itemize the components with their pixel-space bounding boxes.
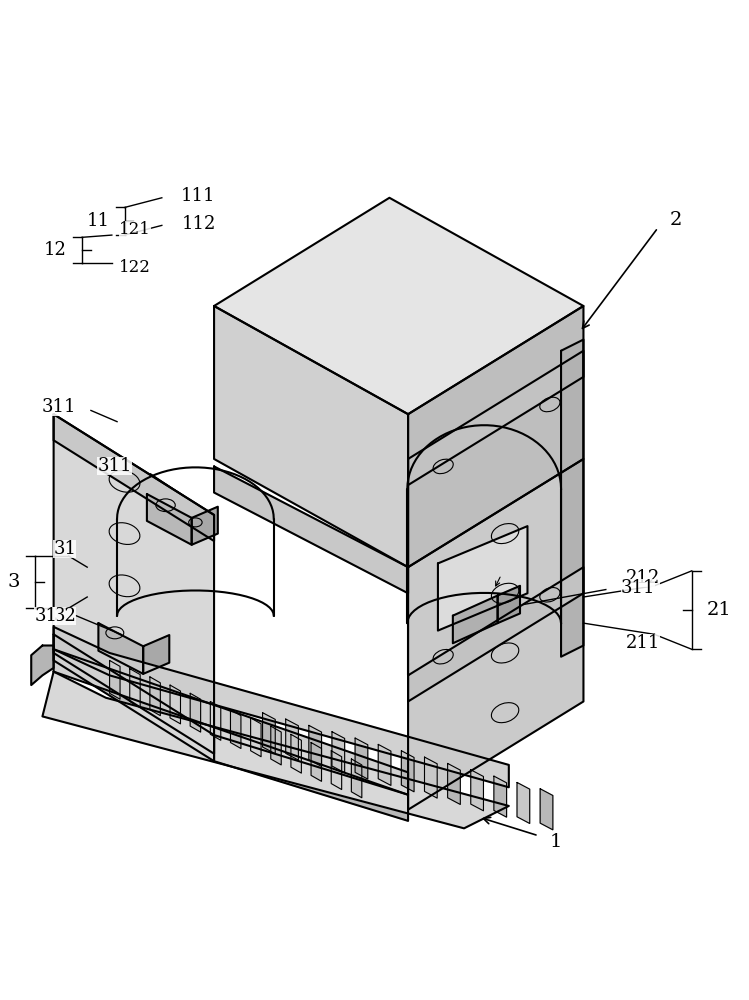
Text: 311: 311 <box>41 398 76 416</box>
Polygon shape <box>453 596 497 643</box>
Text: 2: 2 <box>670 211 682 229</box>
Polygon shape <box>408 351 583 485</box>
Polygon shape <box>408 306 583 567</box>
Polygon shape <box>497 586 520 623</box>
Polygon shape <box>355 738 368 779</box>
Text: 31: 31 <box>34 607 58 625</box>
Text: 11: 11 <box>87 212 109 230</box>
Polygon shape <box>54 627 509 787</box>
Polygon shape <box>251 718 261 757</box>
Polygon shape <box>311 743 321 781</box>
Polygon shape <box>109 660 120 699</box>
Polygon shape <box>143 635 169 674</box>
Polygon shape <box>332 732 345 773</box>
Polygon shape <box>408 459 583 810</box>
Polygon shape <box>378 744 391 785</box>
Text: 3: 3 <box>7 573 20 591</box>
Polygon shape <box>425 757 437 798</box>
Polygon shape <box>214 198 583 414</box>
Polygon shape <box>214 466 408 593</box>
Text: 111: 111 <box>181 187 215 205</box>
Text: 21: 21 <box>706 601 731 619</box>
Polygon shape <box>471 770 483 811</box>
Polygon shape <box>285 719 298 760</box>
Text: 121: 121 <box>119 221 151 238</box>
Polygon shape <box>214 735 408 821</box>
Polygon shape <box>210 701 221 740</box>
Polygon shape <box>448 763 461 804</box>
Polygon shape <box>351 759 362 798</box>
Polygon shape <box>150 677 160 716</box>
Polygon shape <box>31 646 54 685</box>
Polygon shape <box>214 306 408 567</box>
Polygon shape <box>271 726 281 765</box>
Polygon shape <box>98 623 143 674</box>
Polygon shape <box>147 494 192 545</box>
Polygon shape <box>438 526 527 631</box>
Text: 31: 31 <box>53 540 76 558</box>
Polygon shape <box>170 685 181 724</box>
Polygon shape <box>291 734 301 773</box>
Polygon shape <box>494 776 506 817</box>
Polygon shape <box>43 672 509 828</box>
Text: 211: 211 <box>626 634 661 652</box>
Text: 212: 212 <box>626 569 661 587</box>
Text: 32: 32 <box>53 607 76 625</box>
Polygon shape <box>517 782 530 823</box>
Text: 1: 1 <box>550 833 562 851</box>
Polygon shape <box>54 414 214 754</box>
Polygon shape <box>331 751 342 790</box>
Text: 311: 311 <box>621 579 655 597</box>
Polygon shape <box>561 340 583 657</box>
Polygon shape <box>408 567 583 701</box>
Polygon shape <box>192 507 218 545</box>
Text: 122: 122 <box>119 259 151 276</box>
Polygon shape <box>130 669 140 707</box>
Polygon shape <box>231 710 241 748</box>
Polygon shape <box>263 713 275 754</box>
Polygon shape <box>190 693 201 732</box>
Polygon shape <box>54 414 214 541</box>
Polygon shape <box>540 789 553 830</box>
Polygon shape <box>401 751 414 792</box>
Text: 112: 112 <box>182 215 216 233</box>
Polygon shape <box>54 649 408 795</box>
Text: 311: 311 <box>97 457 132 475</box>
Polygon shape <box>54 634 214 761</box>
Text: 12: 12 <box>43 241 67 259</box>
Polygon shape <box>309 725 321 766</box>
